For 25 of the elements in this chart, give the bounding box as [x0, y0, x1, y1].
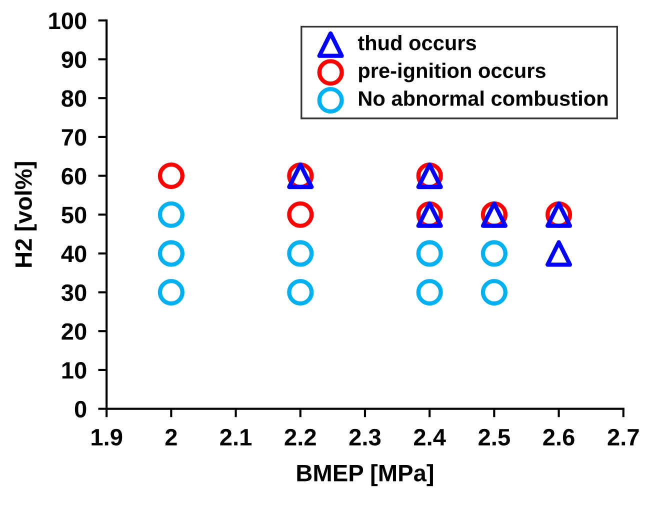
x-tick-label: 2.6	[543, 428, 574, 446]
y-tick-label: 80	[62, 90, 86, 107]
y-tick-label: 90	[62, 51, 86, 68]
x-tick-label: 2	[165, 428, 177, 446]
x-tick-label: 2.3	[349, 428, 381, 446]
y-tick-label: 10	[62, 362, 86, 379]
y-axis-title: H2 [vol%]	[14, 162, 37, 267]
y-tick-label: 100	[49, 12, 86, 30]
x-tick-label: 2.2	[284, 428, 316, 446]
x-tick-label: 2.4	[414, 428, 446, 446]
y-tick-label: 30	[61, 284, 86, 302]
legend-label: pre-ignition occurs	[359, 62, 546, 82]
legend-label: thud occurs	[358, 35, 476, 50]
x-tick-label: 2.5	[478, 428, 510, 446]
legend-label: No abnormal combustion	[359, 90, 608, 106]
y-tick-label: 40	[61, 246, 86, 262]
x-axis-title: BMEP [MPa]	[297, 464, 433, 486]
x-tick-label: 2.7	[608, 428, 639, 446]
x-tick-label: 2.1	[220, 428, 252, 446]
y-tick-label: 50	[62, 206, 86, 224]
y-tick-label: 70	[62, 129, 86, 146]
y-tick-label: 20	[62, 323, 86, 340]
x-tick-label: 1.9	[92, 428, 122, 446]
y-tick-label: 60	[62, 168, 86, 185]
y-tick-label: 0	[74, 400, 86, 418]
